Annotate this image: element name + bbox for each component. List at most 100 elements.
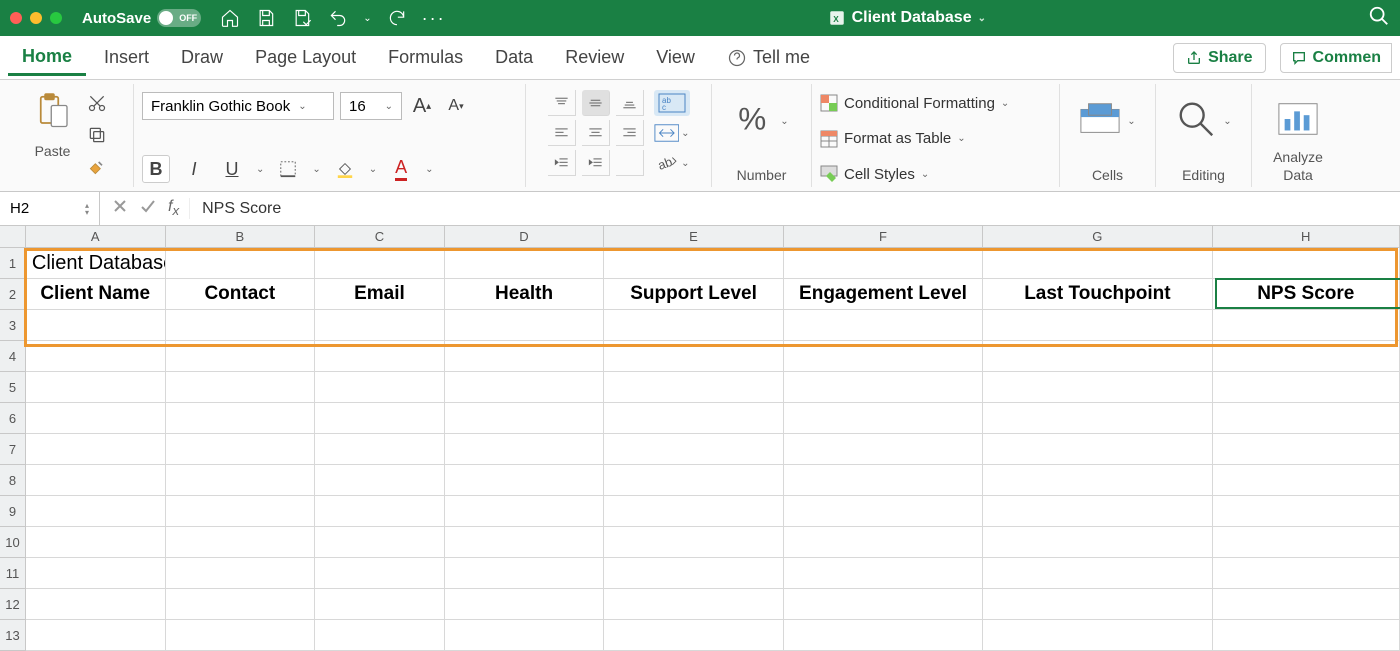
cell-C9[interactable] <box>315 496 445 527</box>
tab-page-layout[interactable]: Page Layout <box>241 41 370 74</box>
italic-button[interactable]: I <box>180 155 208 183</box>
cell-D6[interactable] <box>445 403 605 434</box>
cell-C10[interactable] <box>315 527 445 558</box>
bold-button[interactable]: B <box>142 155 170 183</box>
cell-A4[interactable] <box>26 341 166 372</box>
col-header-A[interactable]: A <box>26 226 166 248</box>
format-as-table-button[interactable]: Format as Table⌄ <box>820 130 966 148</box>
decrease-indent-icon[interactable] <box>548 150 576 176</box>
increase-indent-icon[interactable] <box>582 150 610 176</box>
cell-G9[interactable] <box>983 496 1212 527</box>
row-header-6[interactable]: 6 <box>0 403 26 434</box>
cell-E1[interactable] <box>604 248 783 279</box>
select-all-corner[interactable] <box>0 226 26 248</box>
cell-B9[interactable] <box>166 496 316 527</box>
cell-F3[interactable] <box>784 310 983 341</box>
format-painter-icon[interactable] <box>86 156 108 178</box>
cell-C3[interactable] <box>315 310 445 341</box>
editing-icon[interactable] <box>1175 98 1217 145</box>
col-header-F[interactable]: F <box>784 226 983 248</box>
cell-H6[interactable] <box>1213 403 1400 434</box>
row-header-4[interactable]: 4 <box>0 341 26 372</box>
cell-G8[interactable] <box>983 465 1212 496</box>
tab-insert[interactable]: Insert <box>90 41 163 74</box>
cut-icon[interactable] <box>86 92 108 114</box>
confirm-formula-icon[interactable] <box>140 198 156 219</box>
comments-button[interactable]: Commen <box>1280 43 1392 73</box>
cell-B8[interactable] <box>166 465 316 496</box>
zoom-dot[interactable] <box>50 12 62 24</box>
fx-icon[interactable]: fx <box>168 198 190 218</box>
percent-icon[interactable]: % <box>734 98 776 145</box>
cell-H5[interactable] <box>1213 372 1400 403</box>
cell-D11[interactable] <box>445 558 605 589</box>
cell-H3[interactable] <box>1213 310 1400 341</box>
cell-F5[interactable] <box>784 372 983 403</box>
cell-D10[interactable] <box>445 527 605 558</box>
align-left-icon[interactable] <box>548 120 576 146</box>
font-color-button[interactable]: A <box>387 155 415 183</box>
row-header-2[interactable]: 2 <box>0 279 26 310</box>
cell-C12[interactable] <box>315 589 445 620</box>
cell-H4[interactable] <box>1213 341 1400 372</box>
cell-B13[interactable] <box>166 620 316 651</box>
cell-G5[interactable] <box>983 372 1212 403</box>
cell-G10[interactable] <box>983 527 1212 558</box>
cell-E10[interactable] <box>604 527 783 558</box>
save-as-icon[interactable] <box>291 7 313 29</box>
fill-color-button[interactable] <box>331 155 359 183</box>
undo-icon[interactable] <box>327 7 349 29</box>
cell-G3[interactable] <box>983 310 1212 341</box>
row-header-9[interactable]: 9 <box>0 496 26 527</box>
home-icon[interactable] <box>219 7 241 29</box>
cell-H7[interactable] <box>1213 434 1400 465</box>
cell-B7[interactable] <box>166 434 316 465</box>
col-header-E[interactable]: E <box>604 226 783 248</box>
cell-A3[interactable] <box>26 310 166 341</box>
cell-A8[interactable] <box>26 465 166 496</box>
cell-B4[interactable] <box>166 341 316 372</box>
cell-F13[interactable] <box>784 620 983 651</box>
merge-icon[interactable]: ⌄ <box>654 120 690 146</box>
align-middle-icon[interactable] <box>582 90 610 116</box>
cell-H11[interactable] <box>1213 558 1400 589</box>
autosave-toggle[interactable]: AutoSave OFF <box>82 9 201 27</box>
cell-F1[interactable] <box>784 248 983 279</box>
cell-C6[interactable] <box>315 403 445 434</box>
col-header-G[interactable]: G <box>983 226 1212 248</box>
cell-C8[interactable] <box>315 465 445 496</box>
cell-E9[interactable] <box>604 496 783 527</box>
cell-A2[interactable]: Client Name <box>26 279 166 310</box>
cell-B3[interactable] <box>166 310 316 341</box>
cell-F6[interactable] <box>784 403 983 434</box>
cell-G12[interactable] <box>983 589 1212 620</box>
align-top-icon[interactable] <box>548 90 576 116</box>
redo-icon[interactable] <box>386 7 408 29</box>
cell-C7[interactable] <box>315 434 445 465</box>
cell-G1[interactable] <box>983 248 1212 279</box>
align-right-icon[interactable] <box>616 120 644 146</box>
cell-A7[interactable] <box>26 434 166 465</box>
tellme[interactable]: Tell me <box>713 41 824 74</box>
cell-D8[interactable] <box>445 465 605 496</box>
row-header-7[interactable]: 7 <box>0 434 26 465</box>
analyze-icon[interactable] <box>1277 98 1319 145</box>
row-header-5[interactable]: 5 <box>0 372 26 403</box>
tab-formulas[interactable]: Formulas <box>374 41 477 74</box>
cell-E4[interactable] <box>604 341 783 372</box>
cell-A6[interactable] <box>26 403 166 434</box>
row-header-11[interactable]: 11 <box>0 558 26 589</box>
cell-D12[interactable] <box>445 589 605 620</box>
cell-F11[interactable] <box>784 558 983 589</box>
align-bottom-icon[interactable] <box>616 90 644 116</box>
cell-B5[interactable] <box>166 372 316 403</box>
tab-home[interactable]: Home <box>8 40 86 76</box>
row-header-12[interactable]: 12 <box>0 589 26 620</box>
cell-B2[interactable]: Contact <box>166 279 316 310</box>
cell-D1[interactable] <box>445 248 605 279</box>
cell-D3[interactable] <box>445 310 605 341</box>
cell-C4[interactable] <box>315 341 445 372</box>
row-header-13[interactable]: 13 <box>0 620 26 651</box>
cell-F10[interactable] <box>784 527 983 558</box>
cell-D2[interactable]: Health <box>445 279 605 310</box>
